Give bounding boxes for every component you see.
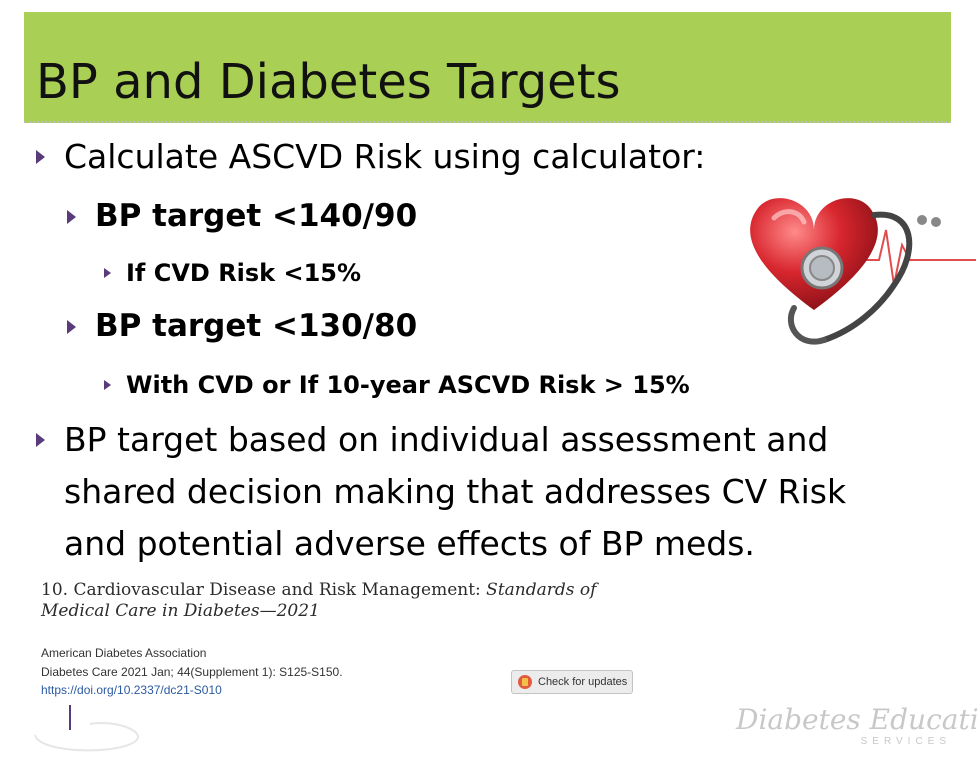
check-for-updates-label: Check for updates (538, 676, 628, 688)
logo-sub-text: SERVICES (860, 736, 951, 747)
diabetes-education-logo: Diabetes Education SERVICES (736, 703, 977, 754)
bullet-individual-assessment-line3: and potential adverse effects of BP meds… (64, 524, 755, 563)
title-bar: BP and Diabetes Targets (24, 12, 951, 123)
reference-citation: Diabetes Care 2021 Jan; 44(Supplement 1)… (41, 665, 343, 679)
logo-main-text: Diabetes Education (736, 703, 977, 736)
slide-title: BP and Diabetes Targets (36, 54, 621, 110)
bullet-bp-target-140: BP target <140/90 (95, 198, 418, 234)
reference-author: American Diabetes Association (41, 646, 207, 660)
bullet-arrow-icon (67, 210, 76, 224)
heart-stethoscope-icon (750, 198, 976, 345)
bullet-arrow-icon (36, 150, 45, 164)
bullet-arrow-icon (104, 268, 111, 278)
reference-title-plain: 10. Cardiovascular Disease and Risk Mana… (41, 580, 487, 600)
bullet-bp-target-130: BP target <130/80 (95, 308, 418, 344)
corner-decoration-icon (34, 705, 139, 752)
bullet-arrow-icon (67, 320, 76, 334)
crossmark-icon (518, 675, 532, 689)
check-for-updates-button[interactable]: Check for updates (511, 670, 633, 694)
bullet-arrow-icon (36, 433, 45, 447)
reference-title: 10. Cardiovascular Disease and Risk Mana… (41, 580, 596, 622)
bullet-cvd-risk-15: If CVD Risk <15% (126, 259, 362, 287)
bullet-individual-assessment-line2: shared decision making that addresses CV… (64, 472, 847, 511)
reference-title-italic-2: Medical Care in Diabetes—2021 (41, 601, 320, 621)
bullet-arrow-icon (104, 380, 111, 390)
bullet-with-cvd: With CVD or If 10-year ASCVD Risk > 15% (126, 371, 690, 399)
bullet-calculate-ascvd: Calculate ASCVD Risk using calculator: (64, 137, 706, 176)
reference-doi-link[interactable]: https://doi.org/10.2337/dc21-S010 (41, 683, 222, 697)
bullet-individual-assessment-line1: BP target based on individual assessment… (64, 420, 829, 459)
reference-title-italic-1: Standards of (486, 580, 597, 600)
